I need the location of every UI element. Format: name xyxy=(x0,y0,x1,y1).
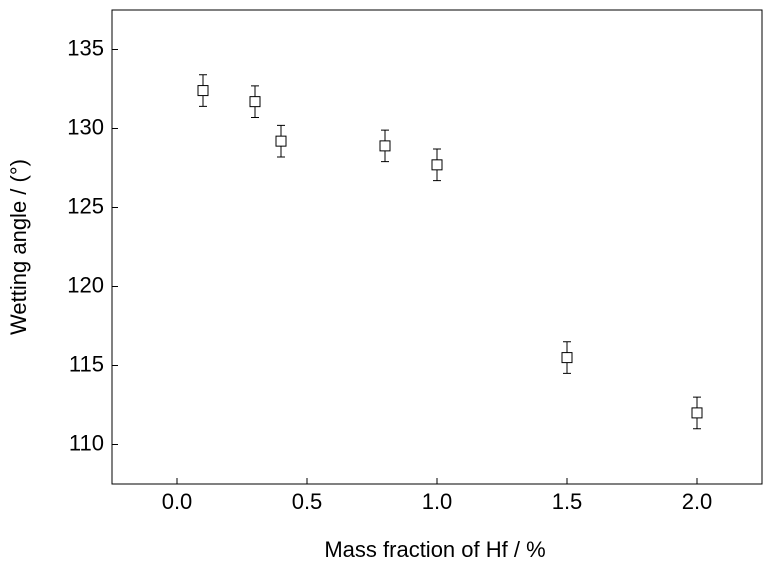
x-tick-label: 1.0 xyxy=(422,489,453,514)
y-tick-label: 125 xyxy=(67,193,104,218)
y-tick-label: 135 xyxy=(67,35,104,60)
x-tick-label: 0.5 xyxy=(292,489,323,514)
marker xyxy=(379,140,391,152)
y-tick-label: 130 xyxy=(67,114,104,139)
x-tick-label: 0.0 xyxy=(162,489,193,514)
error-bar xyxy=(381,129,389,163)
y-tick-label: 110 xyxy=(69,430,104,455)
marker xyxy=(561,352,573,364)
error-bar xyxy=(693,396,701,430)
error-bar xyxy=(199,74,207,107)
marker xyxy=(431,159,443,171)
plot-frame xyxy=(111,9,763,485)
y-axis-label: Wetting angle / (°) xyxy=(6,159,31,335)
marker xyxy=(691,407,703,419)
x-axis-label: Mass fraction of Hf / % xyxy=(324,537,545,562)
x-tick-label: 2.0 xyxy=(682,489,713,514)
error-bar xyxy=(277,124,285,158)
marker xyxy=(275,135,287,147)
marker xyxy=(197,85,209,97)
error-bar xyxy=(433,148,441,182)
error-bar xyxy=(563,341,571,374)
error-bar xyxy=(251,85,259,118)
y-tick-label: 115 xyxy=(69,351,104,376)
marker xyxy=(249,96,261,108)
x-tick-label: 1.5 xyxy=(552,489,583,514)
y-tick-label: 120 xyxy=(67,272,104,297)
